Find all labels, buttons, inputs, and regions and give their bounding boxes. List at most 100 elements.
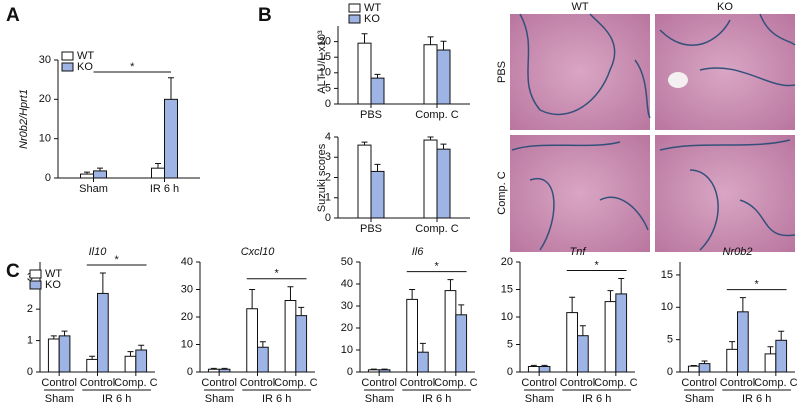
error-bar bbox=[370, 368, 377, 370]
y-tick-label: 1 bbox=[325, 192, 331, 204]
bar bbox=[357, 42, 372, 105]
y-tick-label: 0 bbox=[347, 366, 353, 378]
panel-label: A bbox=[6, 5, 20, 26]
x-tick-label: Control bbox=[240, 377, 275, 389]
bar bbox=[538, 366, 551, 373]
bar bbox=[436, 49, 451, 105]
error-bar bbox=[778, 330, 785, 341]
bar bbox=[207, 368, 220, 373]
error-bar bbox=[287, 286, 294, 301]
error-bar bbox=[298, 306, 305, 316]
image bbox=[655, 135, 795, 252]
x-tick-label: Control bbox=[201, 377, 236, 389]
bar bbox=[687, 365, 700, 373]
y-tick-label: 20 bbox=[181, 311, 193, 323]
y-tick-label: 5 bbox=[507, 338, 513, 350]
bar bbox=[164, 98, 178, 179]
error-bar bbox=[618, 278, 625, 294]
bar bbox=[423, 44, 438, 105]
error-bar bbox=[440, 143, 447, 150]
x-tick-label: Comp. C bbox=[415, 109, 458, 121]
group-label: Sham bbox=[45, 393, 74, 405]
x-tick-label: IR 6 h bbox=[150, 183, 179, 195]
y-tick-label: 40 bbox=[181, 256, 193, 268]
legend-label: KO bbox=[45, 279, 61, 291]
error-bar bbox=[361, 33, 368, 44]
y-tick-label: 10 bbox=[39, 133, 51, 145]
bar bbox=[370, 170, 385, 219]
bar bbox=[295, 315, 308, 373]
y-tick-label: 0 bbox=[187, 366, 193, 378]
bar bbox=[615, 293, 628, 373]
y-tick-label: 10 bbox=[319, 67, 331, 79]
error-bar bbox=[690, 365, 697, 367]
y-tick-label: 3 bbox=[325, 151, 331, 163]
chart-title: Il6 bbox=[412, 246, 425, 258]
y-tick-label: 30 bbox=[181, 283, 193, 295]
error-bar bbox=[97, 167, 103, 171]
error-bar bbox=[458, 304, 465, 315]
significance-label: * bbox=[130, 61, 135, 73]
bar bbox=[726, 348, 738, 373]
bar bbox=[406, 298, 418, 373]
error-bar bbox=[767, 346, 774, 354]
chart-title: Tnf bbox=[570, 246, 587, 258]
bar bbox=[698, 363, 711, 373]
image bbox=[510, 14, 650, 130]
error-bar bbox=[419, 342, 426, 353]
error-bar bbox=[701, 360, 708, 364]
bar bbox=[367, 369, 380, 373]
x-tick-label: PBS bbox=[360, 109, 382, 121]
x-tick-label: Comp. C bbox=[754, 377, 797, 389]
group-label: IR 6 h bbox=[102, 393, 131, 405]
bar bbox=[97, 292, 109, 373]
legend-label: KO bbox=[364, 13, 380, 25]
error-bar bbox=[607, 290, 614, 302]
error-bar bbox=[381, 368, 388, 370]
error-bar bbox=[259, 341, 266, 348]
bar bbox=[218, 368, 231, 373]
error-bar bbox=[84, 171, 90, 175]
y-tick-label: 0 bbox=[45, 172, 51, 184]
bar bbox=[455, 314, 468, 373]
bar bbox=[444, 290, 457, 373]
y-tick-label: 10 bbox=[181, 338, 193, 350]
x-tick-label: Control bbox=[80, 377, 115, 389]
x-tick-label: Control bbox=[560, 377, 595, 389]
significance-label: * bbox=[595, 259, 600, 271]
error-bar bbox=[569, 296, 576, 313]
legend-swatch bbox=[61, 51, 74, 61]
histology: WT KO PBS Comp. C bbox=[496, 1, 796, 252]
y-tick-label: 40 bbox=[341, 278, 353, 290]
group-label: Sham bbox=[365, 393, 394, 405]
outline bbox=[511, 141, 649, 251]
image-row: PBS bbox=[496, 61, 508, 83]
y-tick-label: 15 bbox=[501, 283, 513, 295]
axis bbox=[57, 60, 200, 179]
error-bar bbox=[427, 36, 434, 45]
y-axis-label: Nr0b2/Hprt1 bbox=[18, 89, 30, 149]
legend-label: WT bbox=[77, 50, 94, 62]
error-bar bbox=[739, 297, 746, 312]
image bbox=[510, 135, 650, 252]
error-bar bbox=[440, 40, 447, 51]
error-bar bbox=[579, 325, 586, 336]
legend-swatch bbox=[348, 3, 361, 13]
x-tick-label: Comp. C bbox=[434, 377, 477, 389]
group-label: IR 6 h bbox=[582, 393, 611, 405]
y-tick-label: 20 bbox=[501, 256, 513, 268]
y-axis-label: Suzuki scores bbox=[316, 143, 328, 212]
significance-label: * bbox=[115, 254, 120, 266]
bar bbox=[775, 339, 788, 373]
x-tick-label: Sham bbox=[79, 183, 108, 195]
group-label: IR 6 h bbox=[262, 393, 291, 405]
bar bbox=[737, 311, 749, 373]
bar bbox=[58, 335, 71, 373]
legend-label: WT bbox=[364, 2, 381, 14]
bar bbox=[566, 312, 578, 373]
bar bbox=[604, 301, 617, 373]
y-tick-label: 20 bbox=[341, 322, 353, 334]
panel-label: C bbox=[6, 261, 20, 282]
error-bar bbox=[89, 355, 96, 360]
error-bar bbox=[168, 77, 174, 100]
